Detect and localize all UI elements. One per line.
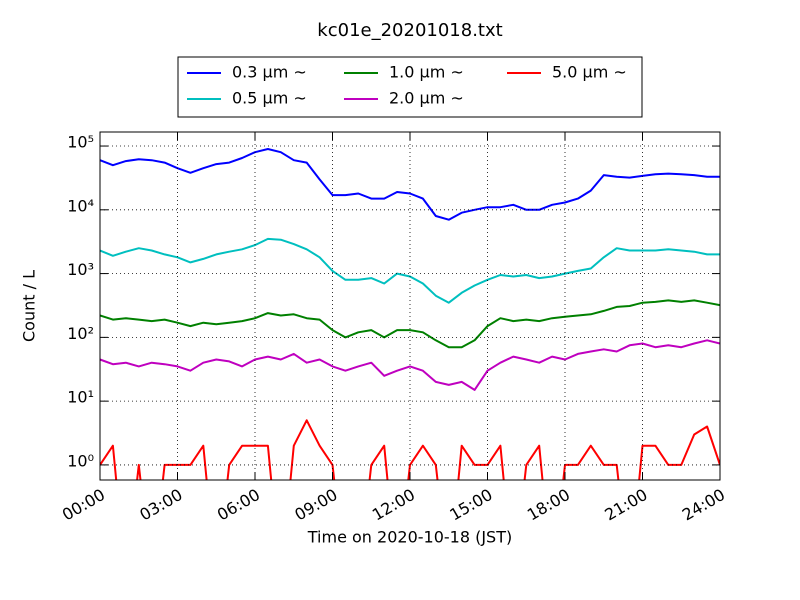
legend-box xyxy=(177,56,643,118)
y-tick-label: 10⁵ xyxy=(67,133,94,152)
series-line xyxy=(100,299,720,349)
series-line xyxy=(100,148,720,221)
y-tick-label: 10³ xyxy=(67,260,94,279)
x-tick-label: 15:00 xyxy=(446,485,495,525)
x-tick-label: 24:00 xyxy=(679,485,728,525)
x-tick-label: 21:00 xyxy=(601,485,650,525)
legend-label: 5.0 µm ~ xyxy=(552,63,627,82)
legend-label: 0.5 µm ~ xyxy=(232,89,307,108)
y-tick-label: 10⁴ xyxy=(67,196,94,215)
x-tick-label: 00:00 xyxy=(59,485,108,525)
x-tick-label: 18:00 xyxy=(524,485,573,525)
legend-label: 2.0 µm ~ xyxy=(389,89,464,108)
x-tick-label: 12:00 xyxy=(369,485,418,525)
y-tick-label: 10² xyxy=(67,324,94,343)
x-tick-label: 03:00 xyxy=(136,485,185,525)
y-axis-label: Count / L xyxy=(20,270,39,342)
legend-label: 1.0 µm ~ xyxy=(389,63,464,82)
x-tick-label: 06:00 xyxy=(214,485,263,525)
y-tick-label: 10⁰ xyxy=(67,451,94,470)
x-tick-label: 09:00 xyxy=(291,485,340,525)
series-line xyxy=(100,339,720,391)
x-axis-label: Time on 2020-10-18 (JST) xyxy=(307,528,512,547)
chart-title: kc01e_20201018.txt xyxy=(317,20,502,41)
y-tick-label: 10¹ xyxy=(67,388,94,407)
legend-label: 0.3 µm ~ xyxy=(232,63,307,82)
